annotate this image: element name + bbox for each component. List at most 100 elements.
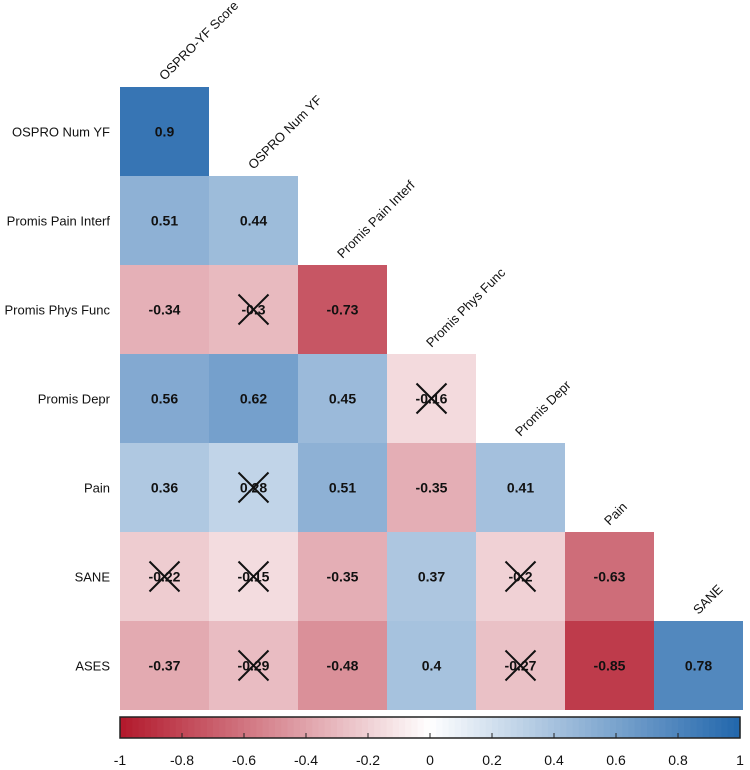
colorbar-segment: [299, 717, 307, 738]
colorbar-segment: [585, 717, 592, 738]
colorbar-segment: [485, 717, 493, 738]
colorbar-segment: [312, 717, 319, 738]
heatmap-cell: [565, 532, 654, 621]
colorbar-segment: [715, 717, 722, 738]
colorbar-segment: [709, 717, 716, 738]
cell-value-label: -0.73: [327, 302, 359, 318]
colorbar-segment: [157, 717, 164, 738]
cross-mark-line: [415, 382, 448, 415]
colorbar-segment: [306, 717, 313, 738]
row-label: Pain: [84, 481, 110, 496]
colorbar-segment: [417, 717, 425, 738]
colorbar-segment: [473, 717, 481, 738]
colorbar-tick-label: 0.6: [606, 752, 626, 768]
column-label: Promis Phys Func: [423, 265, 509, 351]
colorbar-segment: [492, 717, 499, 738]
colorbar-segment: [324, 717, 332, 738]
colorbar-segment: [374, 717, 381, 738]
colorbar-segment: [727, 717, 735, 738]
colorbar-segment: [126, 717, 133, 738]
heatmap-cells: 0.90.510.44-0.34-0.3-0.730.560.620.45-0.…: [120, 87, 743, 710]
cross-mark-line: [237, 649, 270, 682]
colorbar-segment: [578, 717, 586, 738]
colorbar-segment: [361, 717, 369, 738]
colorbar-segment: [628, 717, 636, 738]
colorbar-segment: [281, 717, 288, 738]
colorbar-segment: [647, 717, 654, 738]
cross-mark-line: [237, 471, 270, 504]
colorbar-segment: [690, 717, 698, 738]
column-label: Promis Depr: [512, 377, 574, 439]
row-label: Promis Phys Func: [5, 303, 111, 318]
row-labels: OSPRO Num YF Promis Pain Interf Promis Phy…: [5, 125, 111, 674]
colorbar-segment: [454, 717, 462, 738]
colorbar-segment: [678, 717, 685, 738]
colorbar-segment: [175, 717, 183, 738]
heatmap-cell: [298, 532, 387, 621]
heatmap-cell: [209, 354, 298, 443]
cell-value-label: 0.51: [329, 480, 356, 496]
colorbar-segment: [721, 717, 729, 738]
heatmap-cell: [298, 265, 387, 354]
colorbar-tick-label: -1: [114, 752, 127, 768]
colorbar-tick-label: 0.8: [668, 752, 688, 768]
colorbar-tick-label: -0.4: [294, 752, 318, 768]
colorbar-segment: [671, 717, 679, 738]
cell-value-label: 0.62: [240, 391, 267, 407]
colorbar-segment: [603, 717, 611, 738]
row-label: OSPRO Num YF: [12, 125, 110, 140]
colorbar-segment: [665, 717, 673, 738]
colorbar-segment: [448, 717, 456, 738]
colorbar-segment: [287, 717, 295, 738]
colorbar-segment: [293, 717, 301, 738]
colorbar-segment: [634, 717, 642, 738]
colorbar-segment: [566, 717, 574, 738]
colorbar-segment: [392, 717, 400, 738]
colorbar-segment: [696, 717, 704, 738]
cell-value-label: -0.34: [149, 302, 181, 318]
cell-value-label: 0.56: [151, 391, 178, 407]
colorbar-segment: [684, 717, 691, 738]
colorbar-legend: -1 -0.8 -0.6 -0.4 -0.2 0 0.2 0.4 0.6 0.8 1: [114, 716, 744, 768]
colorbar-segment: [337, 717, 344, 738]
colorbar-segment: [597, 717, 605, 738]
colorbar-segment: [213, 717, 220, 738]
heatmap-cell: [120, 87, 209, 176]
colorbar-tick-label: -0.8: [170, 752, 194, 768]
colorbar-segment: [535, 717, 543, 738]
row-label: SANE: [75, 570, 111, 585]
colorbar-segment: [169, 717, 177, 738]
column-label: OSPRO Num YF: [245, 92, 325, 172]
colorbar-segment: [386, 717, 394, 738]
cell-value-label: 0.36: [151, 480, 178, 496]
colorbar-segment: [219, 717, 226, 738]
colorbar-segment: [194, 717, 202, 738]
colorbar-segment: [467, 717, 474, 738]
heatmap-cell: [387, 621, 476, 710]
cross-mark-line: [504, 560, 537, 593]
cell-value-label: -0.85: [594, 658, 626, 674]
colorbar-segment: [523, 717, 530, 738]
cell-value-label: -0.35: [416, 480, 448, 496]
colorbar-segment: [653, 717, 660, 738]
colorbar-segment: [120, 717, 127, 738]
column-label: Pain: [601, 499, 630, 528]
cell-value-label: 0.37: [418, 569, 445, 585]
colorbar-segment: [250, 717, 257, 738]
heatmap-cell: [120, 621, 209, 710]
colorbar-segment: [616, 717, 623, 738]
colorbar-segment: [256, 717, 264, 738]
colorbar-segment: [132, 717, 140, 738]
colorbar-segment: [138, 717, 146, 738]
colorbar-segment: [355, 717, 363, 738]
colorbar-segment: [430, 717, 437, 738]
colorbar-segment: [399, 717, 406, 738]
colorbar-segment: [268, 717, 276, 738]
colorbar-segment: [380, 717, 388, 738]
cell-value-label: -0.35: [327, 569, 359, 585]
colorbar-segment: [504, 717, 512, 738]
heatmap-cell: [387, 443, 476, 532]
colorbar-segment: [554, 717, 561, 738]
cell-value-label: 0.4: [422, 658, 442, 674]
